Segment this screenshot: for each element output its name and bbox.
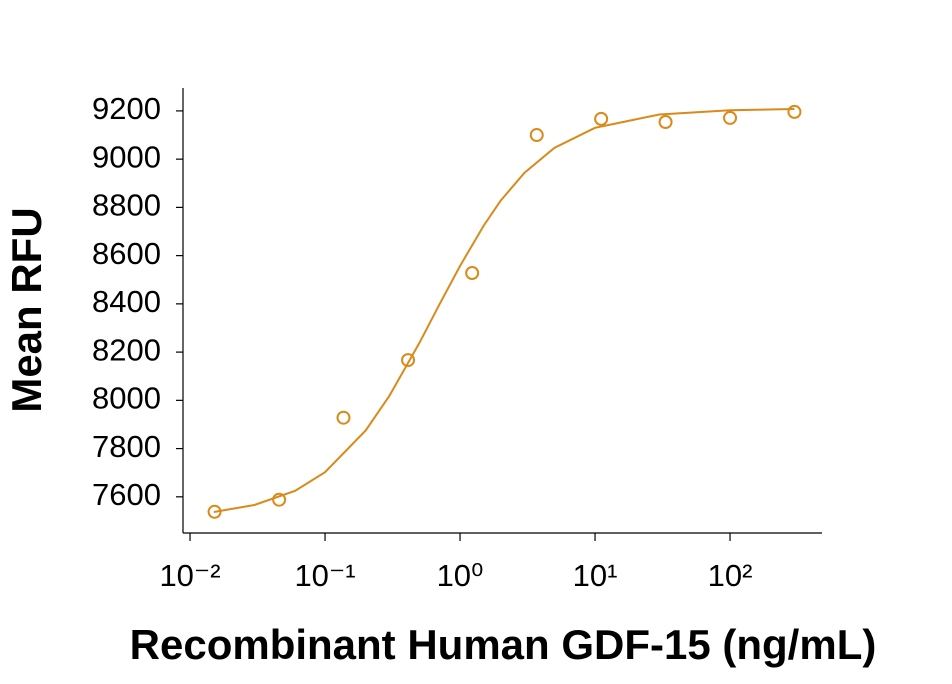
- data-point: [723, 110, 738, 125]
- y-tick-label: 8600: [92, 236, 161, 271]
- data-point: [272, 492, 287, 507]
- y-axis-title: Mean RFU: [3, 207, 50, 412]
- y-tick-label: 8000: [92, 381, 161, 416]
- data-point: [401, 353, 416, 368]
- y-tick-label: 8200: [92, 332, 161, 367]
- y-tick-label: 8400: [92, 284, 161, 319]
- x-axis-title: Recombinant Human GDF-15 (ng/mL): [130, 621, 877, 668]
- y-tick-label: 7600: [92, 477, 161, 512]
- data-point: [529, 128, 544, 143]
- y-tick-label: 7800: [92, 429, 161, 464]
- x-tick-label: 10¹: [573, 558, 618, 593]
- data-point: [658, 115, 673, 130]
- x-tick-label: 10⁰: [437, 558, 484, 593]
- data-point: [207, 504, 222, 519]
- data-point: [465, 265, 480, 280]
- x-tick-label: 10⁻²: [159, 558, 220, 593]
- fit-curve: [213, 108, 795, 513]
- data-point: [594, 111, 609, 126]
- data-point: [787, 104, 802, 119]
- x-tick-label: 10⁻¹: [294, 558, 355, 593]
- y-tick-label: 9000: [92, 139, 161, 174]
- y-tick-label: 9200: [92, 91, 161, 126]
- x-tick-label: 10²: [708, 558, 753, 593]
- y-tick-label: 8800: [92, 188, 161, 223]
- data-point: [336, 410, 351, 425]
